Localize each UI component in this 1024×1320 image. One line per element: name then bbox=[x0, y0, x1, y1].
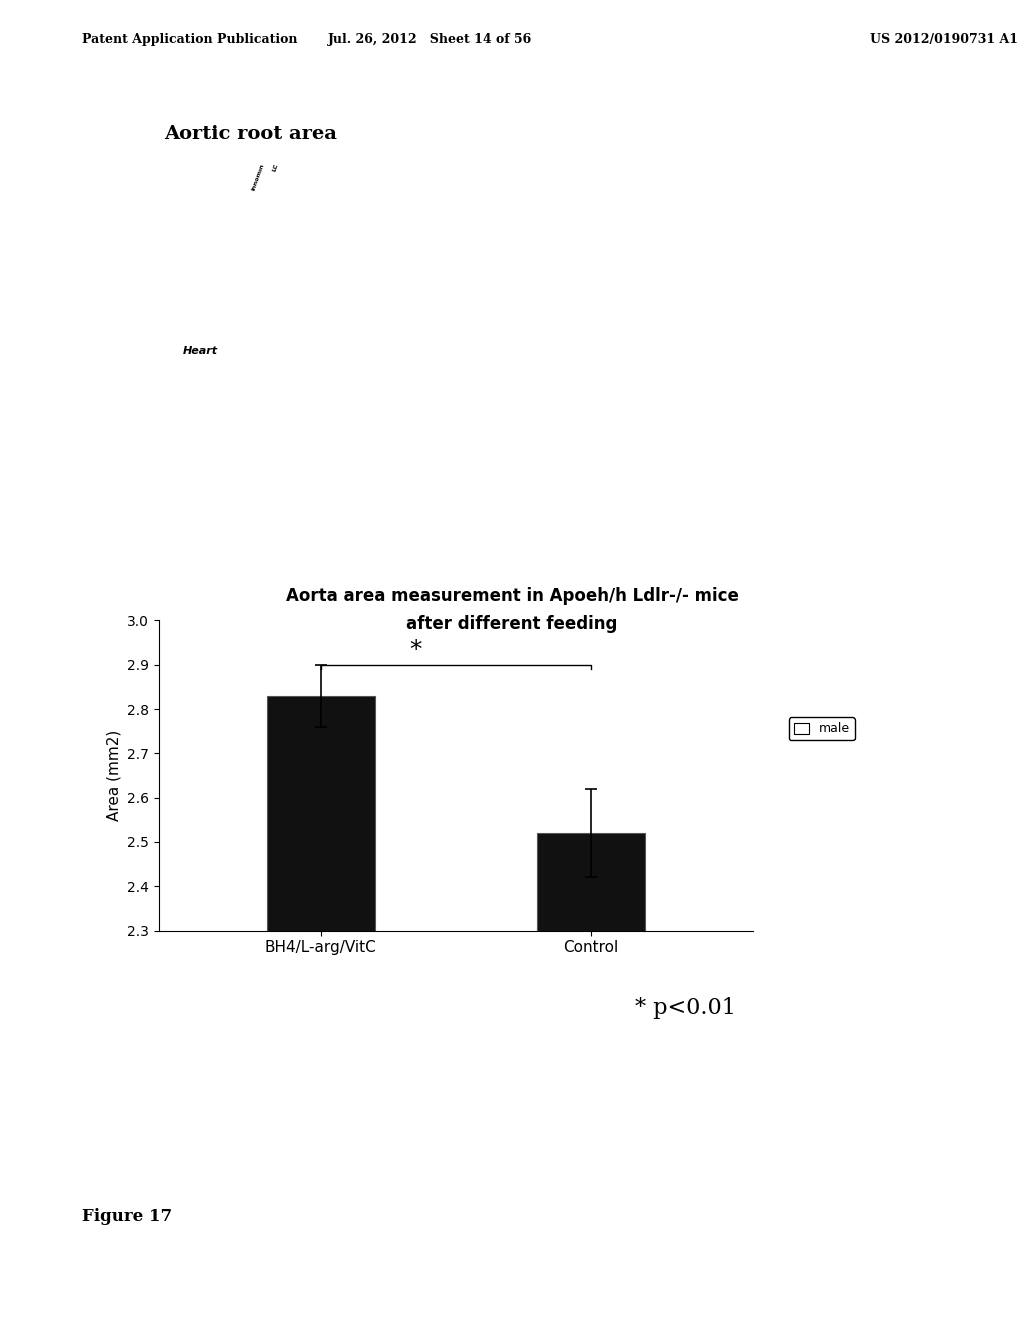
Text: Jul. 26, 2012   Sheet 14 of 56: Jul. 26, 2012 Sheet 14 of 56 bbox=[328, 33, 532, 46]
Text: US 2012/0190731 A1: US 2012/0190731 A1 bbox=[870, 33, 1019, 46]
Text: Figure 17: Figure 17 bbox=[82, 1208, 172, 1225]
Text: * p<0.01: * p<0.01 bbox=[635, 997, 736, 1019]
Bar bbox=[266, 696, 375, 931]
Text: innomın: innomın bbox=[251, 162, 265, 191]
Text: *: * bbox=[409, 639, 421, 663]
Text: Heart: Heart bbox=[182, 346, 218, 356]
Bar bbox=[537, 833, 645, 931]
Text: Aortic root area: Aortic root area bbox=[164, 125, 337, 144]
Text: after different feeding: after different feeding bbox=[407, 615, 617, 634]
Text: Patent Application Publication: Patent Application Publication bbox=[82, 33, 297, 46]
Text: LC: LC bbox=[271, 162, 280, 172]
Y-axis label: Area (mm2): Area (mm2) bbox=[106, 730, 122, 821]
Text: Aorta area measurement in Apoeh/h Ldlr-/- mice: Aorta area measurement in Apoeh/h Ldlr-/… bbox=[286, 587, 738, 606]
Legend: male: male bbox=[788, 718, 855, 741]
